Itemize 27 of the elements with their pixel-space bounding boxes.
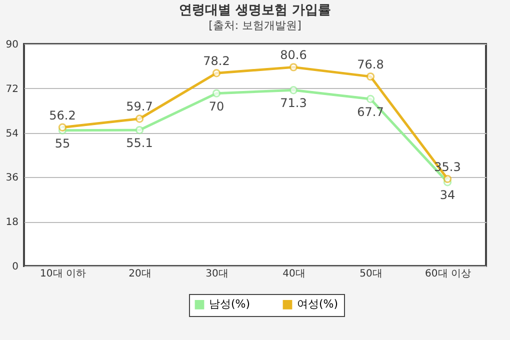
y-tick-label: 54: [6, 128, 18, 140]
x-tick-label: 60대 이상: [425, 268, 471, 280]
data-label: 55: [54, 136, 70, 150]
x-tick-label: 40대: [282, 268, 306, 280]
y-tick-label: 90: [6, 40, 18, 50]
y-tick-label: 72: [6, 84, 18, 95]
data-label: 80.6: [280, 48, 307, 62]
data-label: 78.2: [203, 54, 230, 68]
y-tick-label: 0: [12, 262, 18, 272]
y-tick-label: 36: [6, 172, 18, 184]
data-label: 59.7: [126, 100, 153, 114]
data-label: 56.2: [49, 108, 76, 122]
data-label: 67.7: [357, 105, 384, 120]
chart-subtitle: [출처: 보험개발원]: [208, 19, 302, 32]
data-label: 71.3: [280, 96, 307, 110]
data-label: 70: [208, 99, 224, 114]
data-label: 34: [440, 188, 456, 202]
data-label: 55.1: [126, 136, 153, 150]
x-tick-label: 30대: [206, 268, 228, 280]
x-tick-label: 10대 이하: [40, 268, 86, 280]
data-label: 76.8: [357, 58, 384, 72]
legend-label: 여성(%): [297, 298, 338, 311]
x-tick-label: 20대: [128, 268, 152, 280]
chart-title: 연령대별 생명보험 가입률: [178, 3, 332, 18]
legend-label: 남성(%): [209, 298, 250, 311]
x-tick-label: 50대: [360, 268, 382, 280]
y-tick-label: 18: [6, 217, 18, 228]
